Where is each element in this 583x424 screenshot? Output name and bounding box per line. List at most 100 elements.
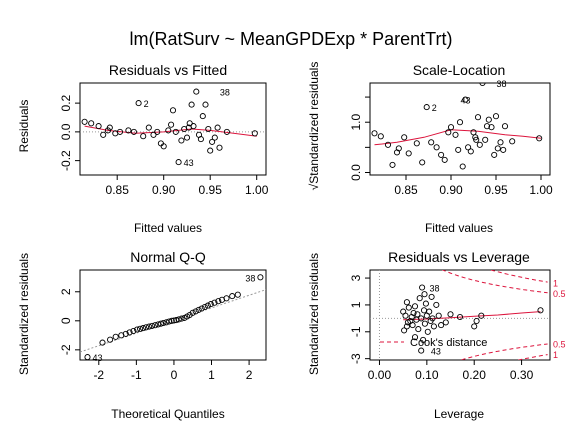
data-point bbox=[473, 136, 480, 143]
data-point bbox=[188, 101, 195, 108]
data-point bbox=[447, 124, 455, 131]
data-point bbox=[126, 329, 133, 336]
data-point bbox=[172, 128, 179, 135]
cooks-distance-legend: Cook's distance bbox=[410, 337, 487, 349]
data-point bbox=[430, 323, 437, 330]
y-tick-label: 0.0 bbox=[59, 123, 73, 140]
data-point bbox=[160, 319, 167, 327]
data-point bbox=[140, 133, 147, 140]
x-tick-label: 0.90 bbox=[439, 183, 463, 197]
data-point bbox=[414, 311, 421, 318]
data-point bbox=[154, 128, 161, 135]
x-tick-label: 0.30 bbox=[510, 368, 534, 382]
data-point bbox=[152, 322, 159, 329]
data-point bbox=[433, 301, 440, 308]
data-point bbox=[456, 119, 464, 126]
cooks-contour-label: 0.5 bbox=[553, 289, 566, 299]
x-tick-label: 0.95 bbox=[199, 183, 223, 197]
data-point bbox=[99, 339, 106, 346]
data-point bbox=[471, 323, 478, 330]
data-point bbox=[492, 113, 500, 120]
data-point bbox=[476, 141, 483, 148]
data-point bbox=[130, 128, 137, 135]
y-tick-label: -1 bbox=[349, 326, 363, 337]
data-point bbox=[500, 146, 507, 153]
smoothed-fit-line bbox=[374, 129, 542, 146]
outlier-label: 43 bbox=[93, 353, 103, 363]
plot-frame bbox=[369, 269, 551, 361]
data-point bbox=[420, 307, 428, 314]
panel-title: Residuals vs Fitted bbox=[109, 62, 227, 78]
data-point bbox=[107, 336, 114, 343]
data-point bbox=[150, 131, 157, 138]
data-point bbox=[428, 139, 435, 146]
y-axis-label: √Standardized residuals bbox=[307, 62, 321, 191]
data-point bbox=[483, 123, 491, 130]
cooks-distance-contour bbox=[516, 354, 548, 360]
data-point bbox=[491, 151, 498, 158]
data-point bbox=[474, 114, 482, 121]
plot-frame bbox=[79, 82, 267, 176]
y-tick-label: 2 bbox=[59, 288, 73, 295]
data-point bbox=[421, 320, 428, 327]
data-point bbox=[223, 128, 230, 135]
data-point bbox=[201, 303, 208, 311]
y-tick-label: 1.0 bbox=[349, 114, 363, 131]
data-point bbox=[371, 130, 378, 137]
x-tick-label: 0.20 bbox=[463, 368, 487, 382]
data-point bbox=[401, 327, 408, 334]
data-point bbox=[405, 304, 412, 311]
data-point bbox=[209, 138, 216, 145]
smoothed-fit-line bbox=[403, 311, 541, 321]
data-point bbox=[198, 305, 205, 312]
x-tick-label: 2 bbox=[246, 368, 253, 382]
data-point bbox=[207, 147, 214, 154]
data-point bbox=[199, 113, 206, 120]
data-point bbox=[116, 128, 124, 135]
data-point bbox=[418, 315, 425, 322]
data-point bbox=[257, 274, 264, 281]
y-tick-label: -3 bbox=[349, 353, 363, 364]
data-point bbox=[163, 319, 170, 326]
data-point bbox=[134, 326, 141, 333]
data-point bbox=[229, 293, 236, 300]
data-point bbox=[438, 151, 445, 158]
outlier-label: 38 bbox=[429, 283, 439, 293]
x-tick-label: 0.85 bbox=[106, 183, 130, 197]
y-tick-label: 0.2 bbox=[59, 94, 73, 111]
outlier-label: 38 bbox=[245, 273, 255, 283]
plot-content bbox=[80, 88, 266, 166]
y-axis-label: Standardized residuals bbox=[307, 253, 321, 375]
data-point bbox=[122, 330, 129, 337]
data-point bbox=[438, 322, 445, 329]
panel-title: Scale-Location bbox=[413, 62, 506, 78]
data-point bbox=[125, 127, 132, 134]
data-point bbox=[470, 129, 477, 136]
data-point bbox=[410, 309, 417, 317]
data-point bbox=[193, 88, 200, 95]
data-point bbox=[423, 104, 430, 111]
outlier-label: 43 bbox=[431, 347, 441, 357]
data-point bbox=[190, 123, 197, 130]
data-point bbox=[140, 325, 147, 332]
qq-reference-line bbox=[80, 289, 266, 353]
data-point bbox=[211, 299, 218, 306]
data-point bbox=[207, 301, 214, 308]
data-point bbox=[183, 134, 191, 141]
data-point bbox=[189, 309, 196, 316]
data-point bbox=[168, 121, 175, 128]
outlier-label: 38 bbox=[497, 79, 507, 89]
data-point bbox=[485, 116, 492, 123]
x-tick-label: 0.90 bbox=[152, 183, 176, 197]
data-point bbox=[422, 300, 429, 307]
data-point bbox=[442, 319, 449, 326]
y-tick-label: -2 bbox=[59, 344, 73, 355]
data-point bbox=[411, 334, 419, 341]
outlier-label: 38 bbox=[220, 88, 230, 98]
data-point bbox=[435, 312, 442, 319]
data-point bbox=[205, 125, 212, 133]
y-axis-label: Standardized residuals bbox=[17, 253, 31, 375]
data-point bbox=[488, 124, 495, 131]
data-point bbox=[100, 131, 107, 138]
